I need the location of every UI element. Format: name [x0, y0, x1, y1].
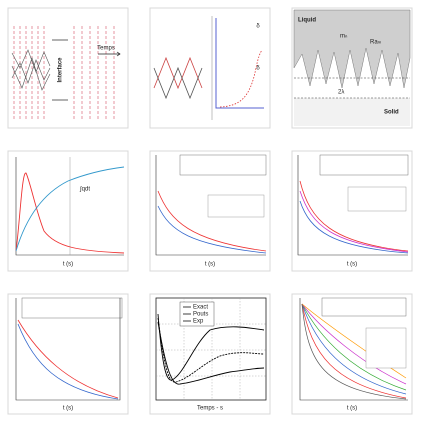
label: mₙ [340, 34, 348, 40]
wave [153, 56, 203, 90]
axis-label: Temps - s [197, 406, 223, 412]
curve [17, 323, 119, 400]
curve [157, 205, 267, 254]
curve [299, 180, 409, 252]
label: δ [256, 66, 260, 72]
label: 2λ [338, 90, 344, 96]
table [21, 297, 123, 319]
label: ∫qdt [79, 186, 90, 193]
axis-label: t (s) [347, 262, 357, 268]
table [319, 154, 409, 176]
legend-swatch [183, 306, 191, 322]
axis-label: t (s) [63, 262, 73, 268]
table [179, 154, 267, 176]
curve [157, 317, 265, 383]
label: Solid [384, 110, 399, 116]
thumbnail[interactable]: t (s) [291, 150, 413, 272]
wave [153, 66, 203, 100]
label: Interface [58, 57, 64, 83]
curve [17, 319, 119, 399]
curve [15, 166, 125, 252]
axis-label: t (s) [63, 406, 73, 412]
card [7, 7, 129, 129]
legend-label: Exact [193, 305, 208, 311]
axis [297, 155, 408, 256]
curve [157, 321, 265, 385]
thumbnail[interactable]: t (s) [291, 293, 413, 415]
thumbnail[interactable]: t (s) ∫qdt [7, 150, 129, 272]
thumbnail[interactable]: t (s) [7, 293, 129, 415]
legend-label: Exp [193, 319, 204, 325]
legend-label: Pouts [193, 312, 208, 318]
zigzag [11, 49, 51, 91]
curve [15, 172, 125, 254]
legend [365, 327, 407, 369]
curve [157, 190, 267, 252]
label: Raₘ [370, 40, 382, 46]
axis [215, 18, 264, 109]
marker [52, 39, 68, 101]
axis [15, 298, 121, 401]
legend [347, 186, 407, 212]
legend [207, 194, 265, 218]
arrows [13, 26, 115, 120]
curve [299, 190, 409, 253]
curves [301, 303, 407, 400]
thumbnail[interactable]: t (s) [149, 150, 271, 272]
liquid-region [293, 9, 411, 89]
card [7, 150, 129, 272]
axis [15, 157, 124, 256]
axis-label: t (s) [205, 262, 215, 268]
axis [155, 155, 266, 256]
thumbnail[interactable]: Liquid Solid mₙ Raₘ 2λ [291, 7, 413, 129]
table [321, 297, 407, 317]
axis-label: t (s) [347, 406, 357, 412]
axis [299, 298, 408, 401]
curve [157, 313, 265, 381]
thumbnail[interactable]: Exact Pouts Exp Temps - s [149, 293, 271, 415]
label: Temps [97, 46, 115, 52]
thumbnail[interactable]: Interface Temps [7, 7, 129, 129]
curve [299, 200, 409, 254]
thumbnail[interactable]: δ δ [149, 7, 271, 129]
arrow [98, 51, 121, 57]
label: δ [256, 24, 260, 30]
level [294, 77, 410, 99]
card [149, 7, 271, 129]
solid-region [294, 98, 410, 126]
curve [219, 49, 263, 108]
label: Liquid [298, 18, 316, 24]
